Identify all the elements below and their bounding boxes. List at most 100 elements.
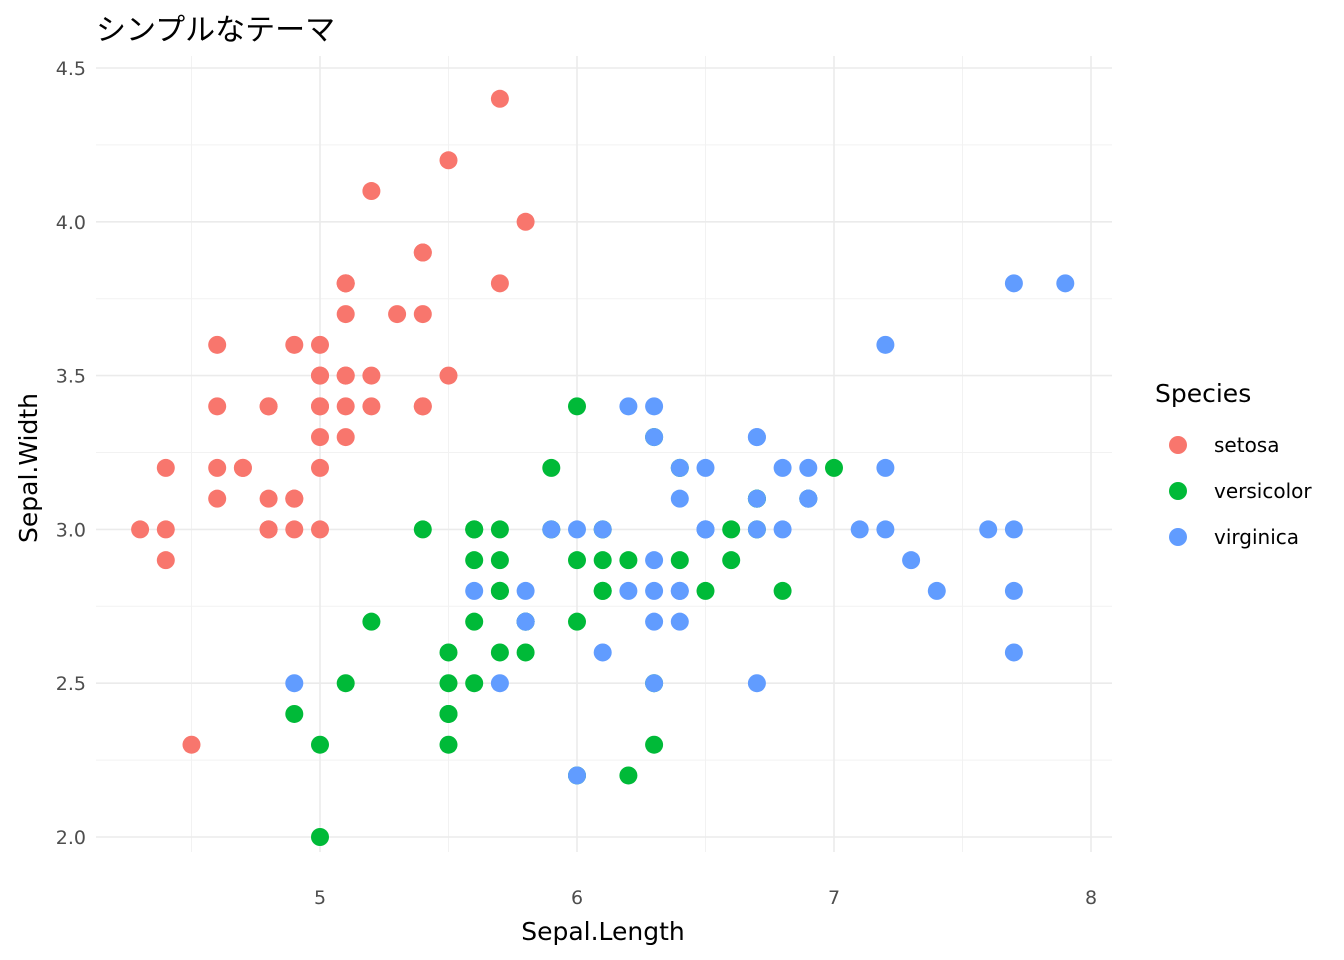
point-virginica bbox=[747, 489, 766, 508]
grid bbox=[96, 56, 1112, 852]
point-versicolor bbox=[490, 581, 509, 600]
x-tick-labels: 5 6 7 8 bbox=[314, 887, 1097, 909]
point-setosa bbox=[439, 151, 458, 170]
point-virginica bbox=[1004, 274, 1023, 293]
point-setosa bbox=[362, 366, 381, 385]
y-tick-label: 2.0 bbox=[56, 827, 86, 849]
point-versicolor bbox=[568, 612, 586, 631]
point-virginica bbox=[645, 428, 664, 447]
point-versicolor bbox=[542, 458, 561, 477]
point-setosa bbox=[285, 489, 304, 508]
point-virginica bbox=[645, 674, 664, 693]
point-virginica bbox=[593, 520, 612, 539]
point-versicolor bbox=[825, 458, 843, 477]
point-versicolor bbox=[413, 520, 432, 539]
point-virginica bbox=[670, 489, 689, 508]
y-tick-labels: 2.0 2.5 3.0 3.5 4.0 4.5 bbox=[56, 58, 86, 849]
point-virginica bbox=[670, 458, 689, 477]
point-setosa bbox=[388, 305, 407, 324]
legend-label-versicolor: versicolor bbox=[1214, 479, 1312, 503]
point-virginica bbox=[876, 458, 895, 477]
legend-key-setosa bbox=[1169, 436, 1187, 454]
point-setosa bbox=[439, 366, 458, 385]
y-tick-label: 3.5 bbox=[56, 366, 86, 388]
point-versicolor bbox=[619, 551, 638, 570]
point-virginica bbox=[465, 581, 484, 600]
point-versicolor bbox=[439, 643, 458, 662]
point-setosa bbox=[413, 397, 432, 416]
point-versicolor bbox=[593, 551, 612, 570]
point-virginica bbox=[747, 674, 766, 693]
point-setosa bbox=[362, 397, 381, 416]
point-virginica bbox=[670, 581, 689, 600]
point-versicolor bbox=[439, 674, 458, 693]
point-setosa bbox=[131, 520, 150, 539]
x-tick-label: 5 bbox=[314, 887, 326, 909]
point-virginica bbox=[516, 581, 535, 600]
point-virginica bbox=[285, 674, 304, 693]
point-setosa bbox=[259, 489, 278, 508]
point-virginica bbox=[876, 520, 895, 539]
point-setosa bbox=[336, 274, 355, 293]
point-versicolor bbox=[439, 704, 458, 723]
point-setosa bbox=[413, 305, 432, 324]
point-versicolor bbox=[516, 643, 535, 662]
legend-key-versicolor bbox=[1169, 482, 1187, 500]
point-setosa bbox=[259, 397, 278, 416]
point-virginica bbox=[850, 520, 869, 539]
point-versicolor bbox=[465, 674, 484, 693]
point-versicolor bbox=[465, 551, 484, 570]
point-virginica bbox=[979, 520, 998, 539]
point-virginica bbox=[645, 612, 664, 631]
point-virginica bbox=[876, 335, 895, 354]
point-versicolor bbox=[311, 828, 329, 846]
point-setosa bbox=[259, 520, 278, 539]
point-virginica bbox=[645, 581, 664, 600]
y-tick-label: 3.0 bbox=[56, 519, 86, 541]
point-virginica bbox=[799, 458, 818, 477]
point-virginica bbox=[593, 643, 612, 662]
point-virginica bbox=[670, 612, 689, 631]
point-virginica bbox=[645, 551, 664, 570]
point-virginica bbox=[516, 612, 535, 631]
point-versicolor bbox=[490, 520, 509, 539]
point-virginica bbox=[1004, 581, 1023, 600]
point-virginica bbox=[696, 458, 715, 477]
point-versicolor bbox=[490, 643, 509, 662]
point-versicolor bbox=[465, 520, 484, 539]
legend: Species setosa versicolor virginica bbox=[1155, 379, 1312, 549]
legend-key-virginica bbox=[1169, 528, 1187, 546]
point-setosa bbox=[182, 735, 201, 754]
point-setosa bbox=[336, 305, 355, 324]
point-setosa bbox=[311, 428, 329, 447]
legend-label-virginica: virginica bbox=[1214, 525, 1299, 549]
point-virginica bbox=[568, 520, 586, 539]
point-virginica bbox=[645, 397, 664, 416]
point-setosa bbox=[490, 89, 509, 108]
point-versicolor bbox=[439, 735, 458, 754]
point-setosa bbox=[311, 458, 329, 477]
point-versicolor bbox=[619, 766, 638, 785]
point-versicolor bbox=[773, 581, 792, 600]
point-versicolor bbox=[670, 551, 689, 570]
point-virginica bbox=[747, 520, 766, 539]
point-versicolor bbox=[645, 735, 664, 754]
point-setosa bbox=[156, 551, 175, 570]
x-axis-title: Sepal.Length bbox=[521, 917, 685, 946]
point-setosa bbox=[208, 397, 227, 416]
point-setosa bbox=[336, 397, 355, 416]
point-virginica bbox=[799, 489, 818, 508]
point-setosa bbox=[336, 366, 355, 385]
point-virginica bbox=[773, 458, 792, 477]
point-setosa bbox=[208, 335, 227, 354]
point-versicolor bbox=[593, 581, 612, 600]
point-setosa bbox=[413, 243, 432, 262]
point-versicolor bbox=[311, 735, 329, 754]
chart-title: シンプルなテーマ bbox=[96, 13, 335, 48]
point-virginica bbox=[696, 520, 715, 539]
point-virginica bbox=[542, 520, 561, 539]
point-setosa bbox=[208, 458, 227, 477]
y-tick-label: 4.0 bbox=[56, 212, 86, 234]
point-versicolor bbox=[465, 612, 484, 631]
